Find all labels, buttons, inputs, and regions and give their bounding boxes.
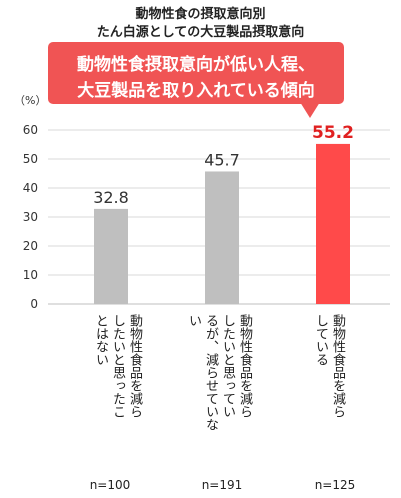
bar <box>316 143 350 304</box>
y-tick-label: 0 <box>30 297 38 311</box>
category-label: 動物性食品を減ら したいと思ってい るが、減らせていな い <box>186 314 252 431</box>
y-tick-label: 50 <box>23 152 38 166</box>
category-label: 動物性食品を減ら している <box>313 314 345 418</box>
bar <box>94 208 128 304</box>
data-label: 55.2 <box>312 123 354 143</box>
y-tick-label: 30 <box>23 210 38 224</box>
data-label: 32.8 <box>93 188 129 207</box>
chart-subtitle: たん白源としての大豆製品摂取意向 <box>96 25 305 40</box>
annotation-line-2: 大豆製品を取り入れている傾向 <box>77 81 315 101</box>
data-label: 45.7 <box>204 150 240 169</box>
y-tick-label: 40 <box>23 181 38 195</box>
annotation-line-1: 動物性食摂取意向が低い人程、 <box>77 55 315 75</box>
sample-size-label: n=100 <box>89 478 131 492</box>
bar <box>205 171 239 304</box>
y-axis-unit-label: （%） <box>14 94 46 107</box>
sample-size-label: n=125 <box>314 478 356 492</box>
annotation-callout-pointer <box>300 102 320 118</box>
category-label: 動物性食品を減ら したいと思ったこ とはない <box>93 314 142 418</box>
y-tick-label: 60 <box>23 123 38 137</box>
sample-size-label: n=191 <box>201 478 243 492</box>
y-tick-label: 20 <box>23 239 38 253</box>
y-tick-label: 10 <box>23 268 38 282</box>
annotation-callout: 動物性食摂取意向が低い人程、 大豆製品を取り入れている傾向 <box>48 42 344 104</box>
chart-title: 動物性食の摂取意向別 <box>135 7 266 22</box>
